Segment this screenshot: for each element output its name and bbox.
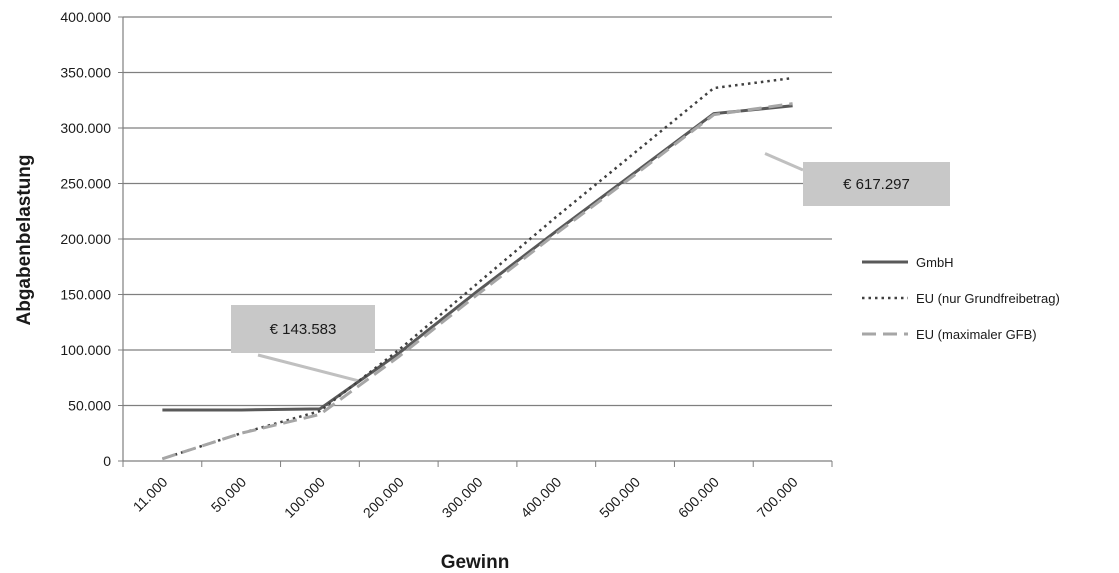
legend: GmbH EU (nur Grundfreibetrag) EU (maximale… bbox=[862, 255, 1060, 342]
y-tick-label: 350.000 bbox=[60, 65, 111, 81]
x-tick-labels: 11.000 50.000 100.000 200.000 300.000 400.000… bbox=[122, 461, 833, 521]
callout-label: € 143.583 bbox=[270, 321, 337, 338]
x-tick-label: 500.000 bbox=[596, 474, 643, 521]
x-tick-label: 200.000 bbox=[360, 474, 407, 521]
callout-label: € 617.297 bbox=[843, 176, 910, 193]
x-tick-label: 700.000 bbox=[754, 474, 801, 521]
callout-connector bbox=[764, 152, 804, 172]
y-tick-label: 400.000 bbox=[60, 9, 111, 25]
legend-label: GmbH bbox=[916, 255, 954, 270]
x-tick-label: 11.000 bbox=[130, 474, 171, 515]
y-tick-label: 300.000 bbox=[60, 120, 111, 136]
callouts: € 143.583 € 617.297 bbox=[231, 162, 950, 353]
legend-label: EU (maximaler GFB) bbox=[916, 327, 1037, 342]
x-tick-label: 400.000 bbox=[517, 474, 564, 521]
y-tick-label: 250.000 bbox=[60, 176, 111, 192]
x-axis-title: Gewinn bbox=[441, 552, 510, 573]
callout-connector bbox=[257, 353, 360, 383]
y-tick-label: 200.000 bbox=[60, 231, 111, 247]
callout-box bbox=[231, 305, 375, 353]
legend-label: EU (nur Grundfreibetrag) bbox=[916, 291, 1060, 306]
x-tick-label: 600.000 bbox=[675, 474, 722, 521]
y-tick-label: 0 bbox=[103, 453, 111, 469]
gridlines bbox=[123, 16, 832, 407]
x-tick-label: 50.000 bbox=[208, 474, 250, 516]
x-tick-label: 300.000 bbox=[439, 474, 486, 521]
series-line bbox=[162, 104, 793, 412]
y-tick-label: 50.000 bbox=[68, 398, 111, 414]
x-tick-label: 100.000 bbox=[281, 474, 328, 521]
y-tick-label: 100.000 bbox=[60, 342, 111, 358]
y-tick-labels: 0 50.000 100.000 150.000 200.000 250.000 300.0… bbox=[60, 9, 123, 469]
callout-connectors bbox=[257, 152, 804, 383]
y-tick-label: 150.000 bbox=[60, 287, 111, 303]
series-lines bbox=[161, 76, 793, 461]
series-line bbox=[161, 102, 793, 461]
callout-box bbox=[803, 162, 950, 206]
axes bbox=[122, 17, 832, 462]
series-line bbox=[162, 76, 793, 460]
y-axis-title: Abgabenbelastung bbox=[14, 154, 35, 325]
